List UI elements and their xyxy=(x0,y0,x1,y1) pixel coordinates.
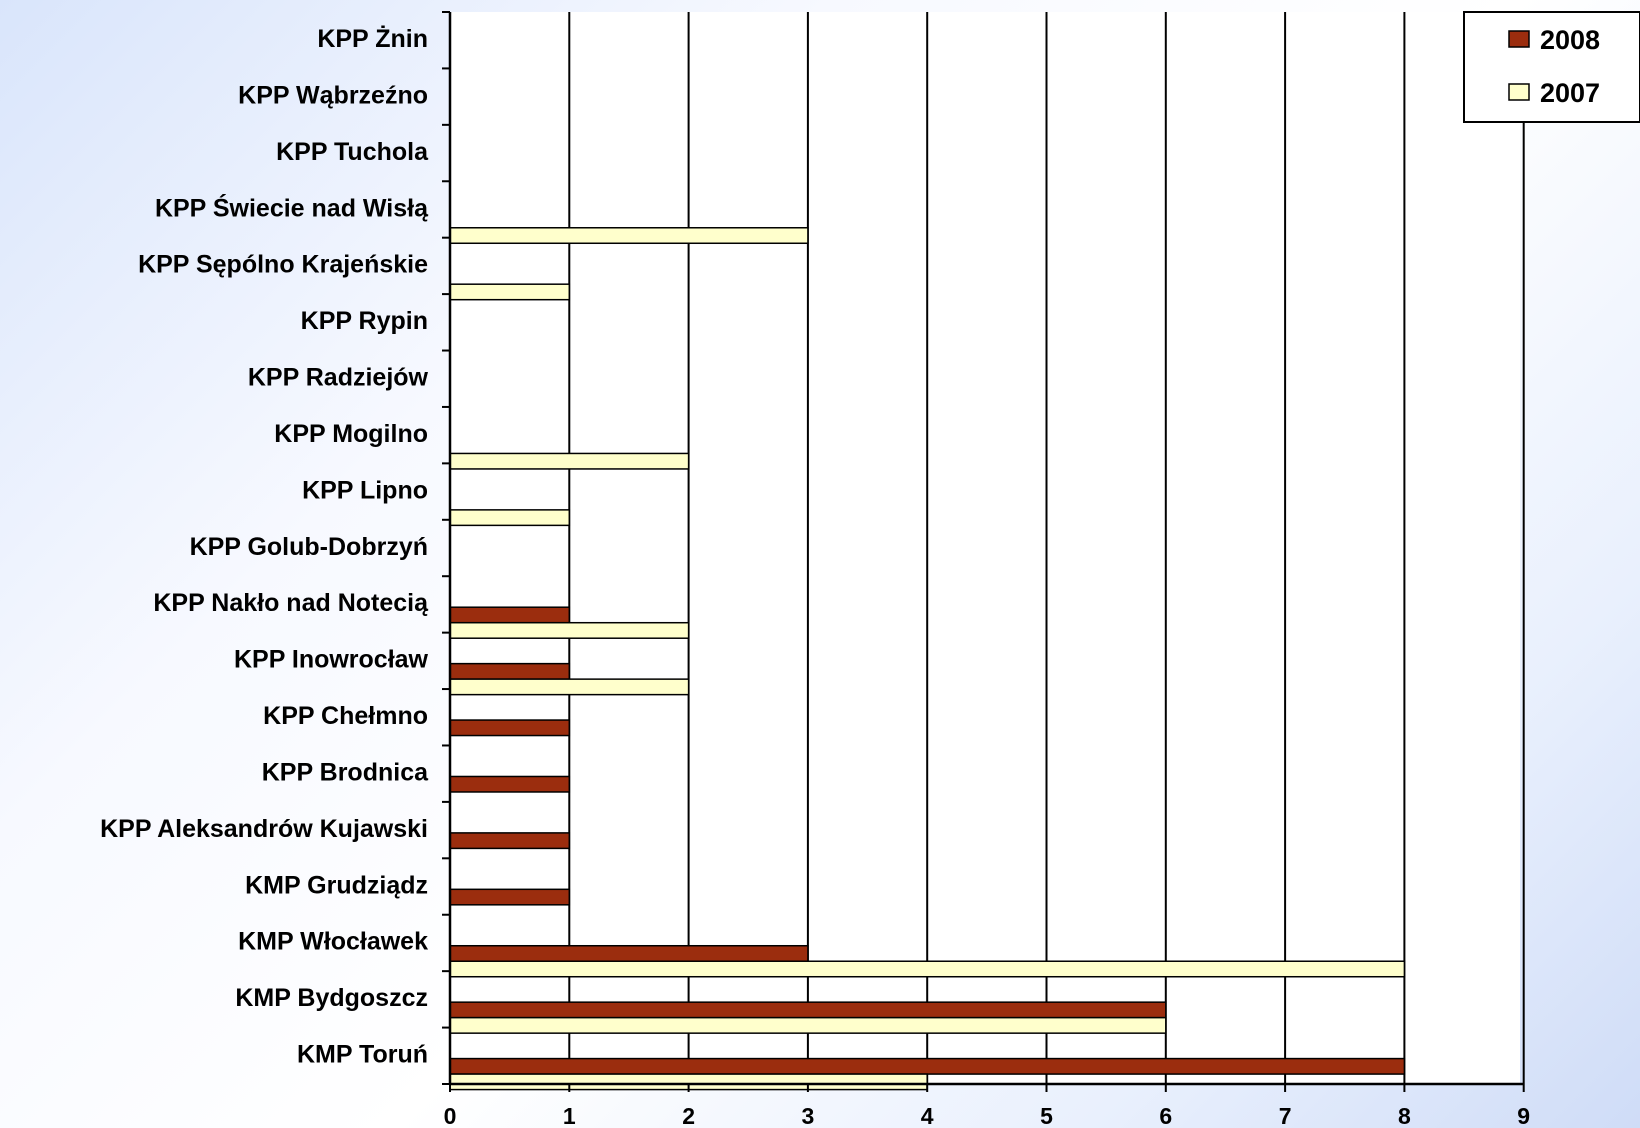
plot-area xyxy=(450,12,1520,1084)
category-label: KPP Żnin xyxy=(317,25,428,53)
category-label: KPP Nakło nad Notecią xyxy=(153,589,429,617)
bar-2008-13 xyxy=(449,775,571,793)
category-label: KMP Toruń xyxy=(297,1041,428,1069)
bar-2008-12 xyxy=(449,719,571,737)
x-tick-label: 0 xyxy=(444,1103,457,1128)
bar-2008-18 xyxy=(449,1057,1406,1075)
category-label: KMP Grudziądz xyxy=(245,871,428,899)
axes xyxy=(442,11,1525,1092)
legend-swatch-2008 xyxy=(1508,30,1530,48)
category-label: KPP Rypin xyxy=(301,307,428,335)
category-label: KPP Aleksandrów Kujawski xyxy=(100,815,428,843)
x-tick-label: 9 xyxy=(1517,1103,1530,1128)
category-label: KMP Bydgoszcz xyxy=(235,984,428,1012)
bar-2007-8 xyxy=(449,509,571,527)
x-tick-label: 7 xyxy=(1279,1103,1292,1128)
bar-2008-14 xyxy=(449,832,571,850)
category-labels: KPP Żnin KPP Wąbrzeźno KPP Tuchola KPP Świe… xyxy=(100,25,429,1069)
bar-2007-4 xyxy=(449,283,571,301)
bar-2008-15 xyxy=(449,888,571,906)
legend: 2008 2007 xyxy=(1463,11,1640,123)
category-label: KPP Sępólno Krajeńskie xyxy=(138,251,428,279)
legend-box xyxy=(1463,11,1640,123)
legend-label-2008: 2008 xyxy=(1540,25,1600,55)
category-label: KPP Radziejów xyxy=(248,364,429,392)
category-label: KMP Włocławek xyxy=(238,928,428,956)
x-tick-labels: 0 1 2 3 4 5 6 7 8 9 xyxy=(444,1103,1530,1128)
legend-label-2007: 2007 xyxy=(1540,78,1600,108)
bar-2008-17 xyxy=(449,1001,1167,1019)
category-label: KPP Golub-Dobrzyń xyxy=(190,533,428,561)
bar-2007-16 xyxy=(449,960,1406,978)
x-tick-label: 4 xyxy=(921,1103,934,1128)
bar-2008-10 xyxy=(449,606,571,624)
category-label: KPP Chełmno xyxy=(263,702,428,730)
bar-2008-11 xyxy=(449,662,571,680)
x-tick-label: 5 xyxy=(1040,1103,1053,1128)
legend-swatch-2007 xyxy=(1508,83,1530,101)
x-tick-label: 8 xyxy=(1398,1103,1411,1128)
category-label: KPP Tuchola xyxy=(276,138,429,166)
bar-2007-3 xyxy=(449,227,809,245)
bar-2007-10 xyxy=(449,621,690,639)
x-tick-label: 6 xyxy=(1159,1103,1172,1128)
bar-2007-11 xyxy=(449,678,690,696)
bar-2007-17 xyxy=(449,1016,1167,1034)
x-tick-label: 3 xyxy=(802,1103,815,1128)
category-label: KPP Mogilno xyxy=(274,420,428,448)
x-tick-label: 2 xyxy=(682,1103,695,1128)
bar-2007-7 xyxy=(449,452,690,470)
category-label: KPP Wąbrzeźno xyxy=(238,81,428,109)
category-label: KPP Inowrocław xyxy=(234,646,429,674)
category-label: KPP Brodnica xyxy=(262,758,429,786)
category-label: KPP Świecie nad Wisłą xyxy=(155,192,429,222)
bar-2008-16 xyxy=(449,944,809,962)
gridlines xyxy=(568,12,1525,1084)
category-label: KPP Lipno xyxy=(302,476,428,504)
x-tick-label: 1 xyxy=(563,1103,576,1128)
